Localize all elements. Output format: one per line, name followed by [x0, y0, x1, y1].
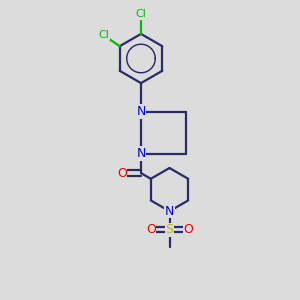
Text: O: O [146, 223, 156, 236]
Text: N: N [136, 105, 146, 118]
Text: Cl: Cl [99, 30, 110, 40]
Text: O: O [183, 223, 193, 236]
Text: N: N [136, 147, 146, 160]
Text: O: O [117, 167, 127, 180]
Text: Cl: Cl [136, 9, 146, 20]
Text: S: S [166, 223, 173, 236]
Text: N: N [165, 205, 174, 218]
